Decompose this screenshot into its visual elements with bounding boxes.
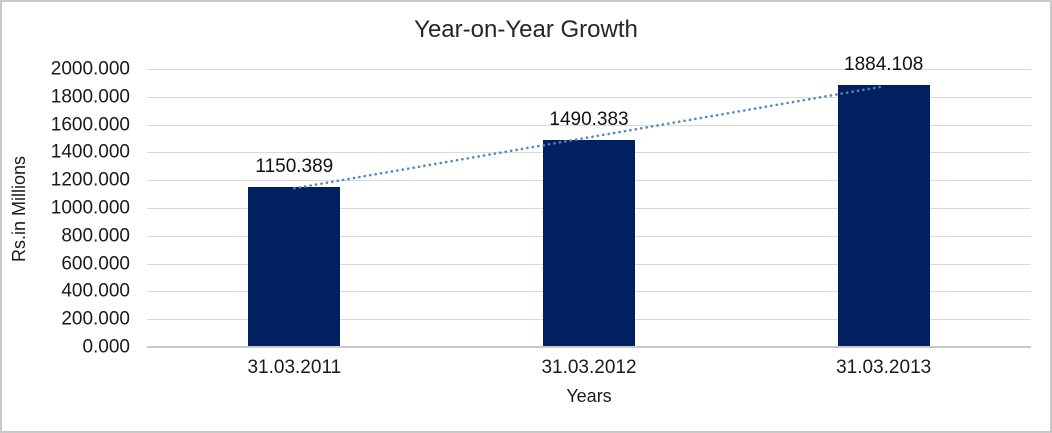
x-axis-title: Years: [566, 386, 612, 406]
y-tick-label: 1600.000: [50, 114, 130, 136]
y-axis-tick-labels: 2000.000 1800.000 1600.000 1400.000 1200.000…: [2, 60, 130, 357]
y-tick-label: 400.000: [61, 280, 130, 302]
y-tick-label: 0.000: [82, 336, 130, 358]
x-axis-line: [147, 346, 1031, 348]
y-tick-label: 600.000: [61, 253, 130, 275]
bar-value-label: 1490.383: [549, 108, 629, 130]
bar-value-label: 1884.108: [844, 54, 924, 76]
x-axis-tick-labels: 31.03.2011 31.03.2012 31.03.2013: [147, 358, 1031, 382]
y-tick-label: 2000.000: [50, 58, 130, 80]
chart-title: Year-on-Year Growth: [414, 16, 638, 43]
x-tick-label: 31.03.2013: [836, 357, 932, 378]
y-tick-label: 1800.000: [50, 86, 130, 108]
gridline: [147, 69, 1031, 70]
bar: [543, 139, 635, 347]
y-tick-label: 1000.000: [50, 197, 130, 219]
y-tick-label: 1200.000: [50, 169, 130, 191]
bar: [837, 85, 930, 347]
y-tick-label: 200.000: [61, 308, 130, 330]
y-tick-label: 800.000: [61, 225, 130, 247]
x-tick-label: 31.03.2012: [541, 357, 637, 378]
bar-value-label: 1150.389: [255, 156, 334, 178]
x-tick-label: 31.03.2011: [247, 357, 342, 378]
plot-area: 1150.389 1490.383 1884.108: [147, 55, 1031, 348]
y-tick-label: 1400.000: [50, 141, 130, 163]
bar: [248, 187, 341, 347]
